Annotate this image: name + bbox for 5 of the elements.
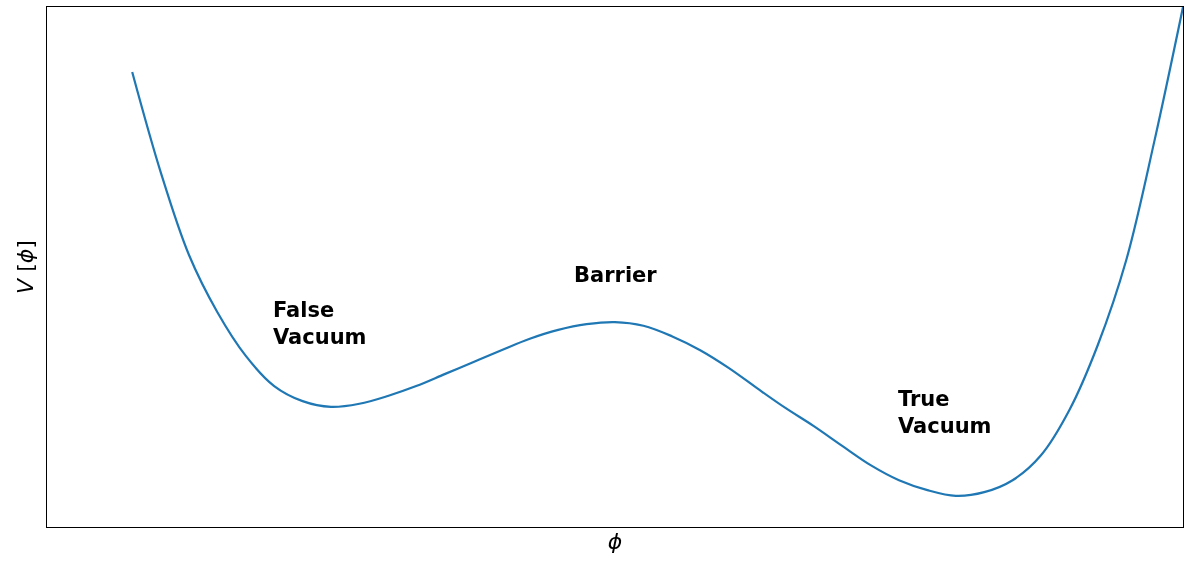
annotation: True Vacuum (898, 387, 992, 439)
x-axis-title: ϕ (607, 528, 623, 554)
annotation: False Vacuum (273, 298, 367, 350)
y-axis-title: V [ϕ] (12, 240, 38, 294)
annotation: Barrier (574, 263, 658, 287)
